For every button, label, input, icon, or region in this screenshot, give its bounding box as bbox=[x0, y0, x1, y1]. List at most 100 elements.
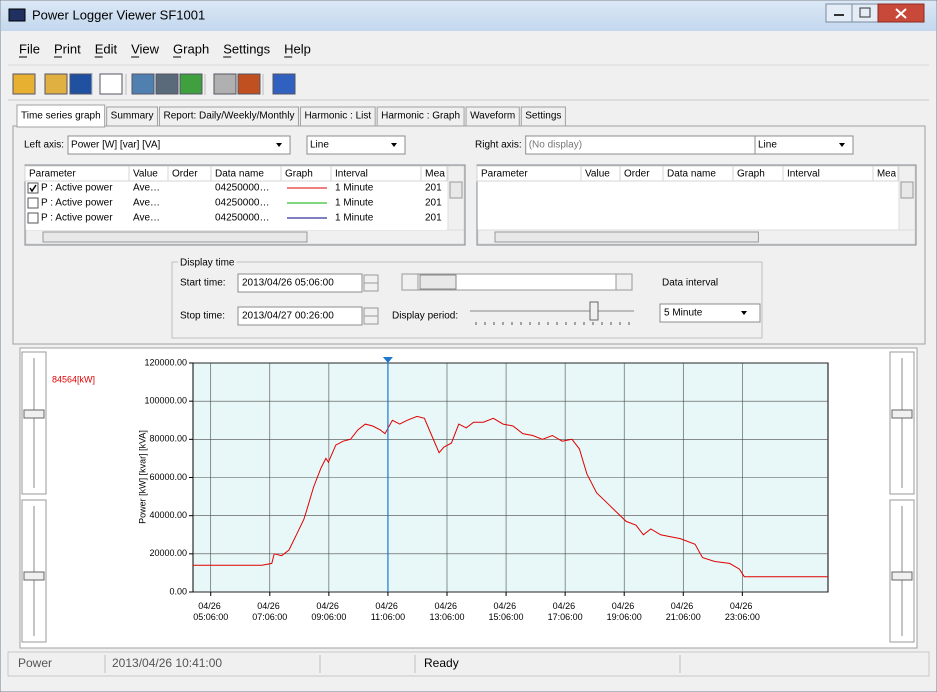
period-label: Display period: bbox=[392, 311, 458, 322]
axis-select-value[interactable]: (No display) bbox=[529, 140, 582, 151]
stop-value[interactable]: 2013/04/27 00:26:00 bbox=[242, 311, 334, 322]
scroll-right[interactable] bbox=[615, 273, 633, 291]
status-bar bbox=[7, 651, 930, 677]
tab-label[interactable]: Harmonic : List bbox=[304, 111, 371, 122]
window-title: Power Logger Viewer SF1001 bbox=[32, 7, 205, 22]
slider-thumb[interactable] bbox=[23, 409, 45, 419]
tab[interactable] bbox=[106, 106, 158, 127]
style-select[interactable] bbox=[754, 135, 854, 155]
toolbar-button[interactable] bbox=[237, 73, 261, 95]
column-header-label: Mea bbox=[877, 169, 896, 180]
column-header-label: Mea bbox=[425, 169, 445, 180]
x-tick-label: 04/26 19:06:00 bbox=[607, 601, 642, 622]
column-header bbox=[420, 165, 448, 182]
menu-item[interactable]: Print bbox=[54, 41, 81, 56]
scroll-thumb bbox=[42, 231, 308, 243]
tab[interactable] bbox=[299, 106, 376, 127]
tab[interactable] bbox=[16, 104, 106, 128]
title-bar bbox=[1, 1, 936, 31]
scroll-thumb bbox=[449, 181, 463, 199]
y-tick-label: 0.00 bbox=[169, 586, 187, 596]
checkbox[interactable] bbox=[27, 212, 39, 224]
style-select-value[interactable]: Line bbox=[310, 140, 329, 151]
y-tick-label: 40000.00 bbox=[149, 510, 187, 520]
tab-label[interactable]: Report: Daily/Weekly/Monthly bbox=[163, 111, 294, 122]
dropdown-arrow bbox=[741, 311, 747, 315]
toolbar-button[interactable] bbox=[44, 73, 68, 95]
menu-item[interactable]: File bbox=[19, 41, 40, 56]
row-mea: 201 bbox=[425, 213, 442, 224]
toolbar-button[interactable] bbox=[272, 73, 296, 95]
menu-item[interactable]: Settings bbox=[223, 41, 270, 56]
toolbar-button[interactable] bbox=[155, 73, 179, 95]
style-select[interactable] bbox=[306, 135, 406, 155]
tab-label[interactable]: Settings bbox=[525, 111, 561, 122]
start-value[interactable]: 2013/04/26 05:06:00 bbox=[242, 278, 334, 289]
slider-thumb[interactable] bbox=[23, 571, 45, 581]
row-data-name: 04250000… bbox=[215, 183, 270, 194]
slider-thumb[interactable] bbox=[891, 571, 913, 581]
axis-label: Left axis: bbox=[24, 140, 64, 151]
interval-label: Data interval bbox=[662, 278, 718, 289]
row-parameter: P : Active power bbox=[41, 198, 113, 209]
slider-thumb[interactable] bbox=[891, 409, 913, 419]
dropdown-arrow bbox=[276, 143, 283, 147]
tab-label[interactable]: Waveform bbox=[470, 111, 515, 122]
group-title: Display time bbox=[180, 258, 235, 269]
status-field: Ready bbox=[424, 656, 459, 670]
interval-value[interactable]: 5 Minute bbox=[664, 308, 703, 319]
stop-input[interactable] bbox=[237, 306, 363, 326]
y-axis-label: Power [kW] [kvar] [kVA] bbox=[137, 430, 147, 524]
x-tick-label: 04/26 09:06:00 bbox=[311, 601, 346, 622]
y-tick-label: 60000.00 bbox=[149, 472, 187, 482]
row-value: Ave… bbox=[133, 183, 160, 194]
toolbar-button[interactable] bbox=[179, 73, 203, 95]
toolbar-button[interactable] bbox=[69, 73, 93, 95]
y-tick-label: 120000.00 bbox=[144, 357, 187, 367]
tab-label[interactable]: Harmonic : Graph bbox=[381, 111, 460, 122]
cursor-handle[interactable] bbox=[382, 357, 393, 363]
maximize-button[interactable] bbox=[851, 3, 879, 23]
close-x2 bbox=[895, 8, 907, 19]
axis-select[interactable] bbox=[67, 135, 291, 155]
stop-label: Stop time: bbox=[180, 311, 225, 322]
start-input[interactable] bbox=[237, 273, 363, 293]
tab[interactable] bbox=[376, 106, 465, 127]
y-tick-label: 100000.00 bbox=[144, 396, 187, 406]
column-header-label: Order bbox=[172, 169, 198, 180]
tab[interactable] bbox=[158, 106, 299, 127]
toolbar-button[interactable] bbox=[213, 73, 237, 95]
dropdown-arrow bbox=[839, 143, 845, 147]
row-mea: 201 bbox=[425, 183, 442, 194]
toolbar-button[interactable] bbox=[131, 73, 155, 95]
column-header-label: Data name bbox=[215, 169, 264, 180]
tab[interactable] bbox=[520, 106, 566, 127]
axis-select-value[interactable]: Power [W] [var] [VA] bbox=[71, 140, 160, 151]
column-header-label: Interval bbox=[787, 169, 820, 180]
toolbar-button[interactable] bbox=[99, 73, 123, 95]
interval-select[interactable] bbox=[659, 303, 761, 323]
tab-label[interactable]: Summary bbox=[111, 111, 154, 122]
scroll-left[interactable] bbox=[401, 273, 419, 291]
checkbox[interactable] bbox=[27, 197, 39, 209]
x-tick-label: 04/26 11:06:00 bbox=[371, 601, 405, 622]
toolbar-button[interactable] bbox=[12, 73, 36, 95]
tab[interactable] bbox=[465, 106, 520, 127]
x-tick-label: 04/26 17:06:00 bbox=[548, 601, 583, 622]
column-header-label: Parameter bbox=[29, 169, 76, 180]
period-thumb[interactable] bbox=[589, 301, 599, 321]
menu-item[interactable]: Edit bbox=[95, 41, 118, 56]
row-data-name: 04250000… bbox=[215, 213, 270, 224]
tab-label[interactable]: Time series graph bbox=[21, 111, 101, 122]
style-select-value[interactable]: Line bbox=[758, 140, 777, 151]
menu-item[interactable]: Help bbox=[284, 41, 311, 56]
column-header-label: Data name bbox=[667, 169, 716, 180]
display-time-group bbox=[171, 261, 763, 339]
checkbox[interactable] bbox=[27, 182, 39, 194]
menu-item[interactable]: Graph bbox=[173, 41, 209, 56]
minimize-button[interactable] bbox=[825, 3, 853, 23]
menu-item[interactable]: View bbox=[131, 41, 160, 56]
status-field: Power bbox=[18, 656, 52, 670]
column-header-label: Graph bbox=[737, 169, 765, 180]
